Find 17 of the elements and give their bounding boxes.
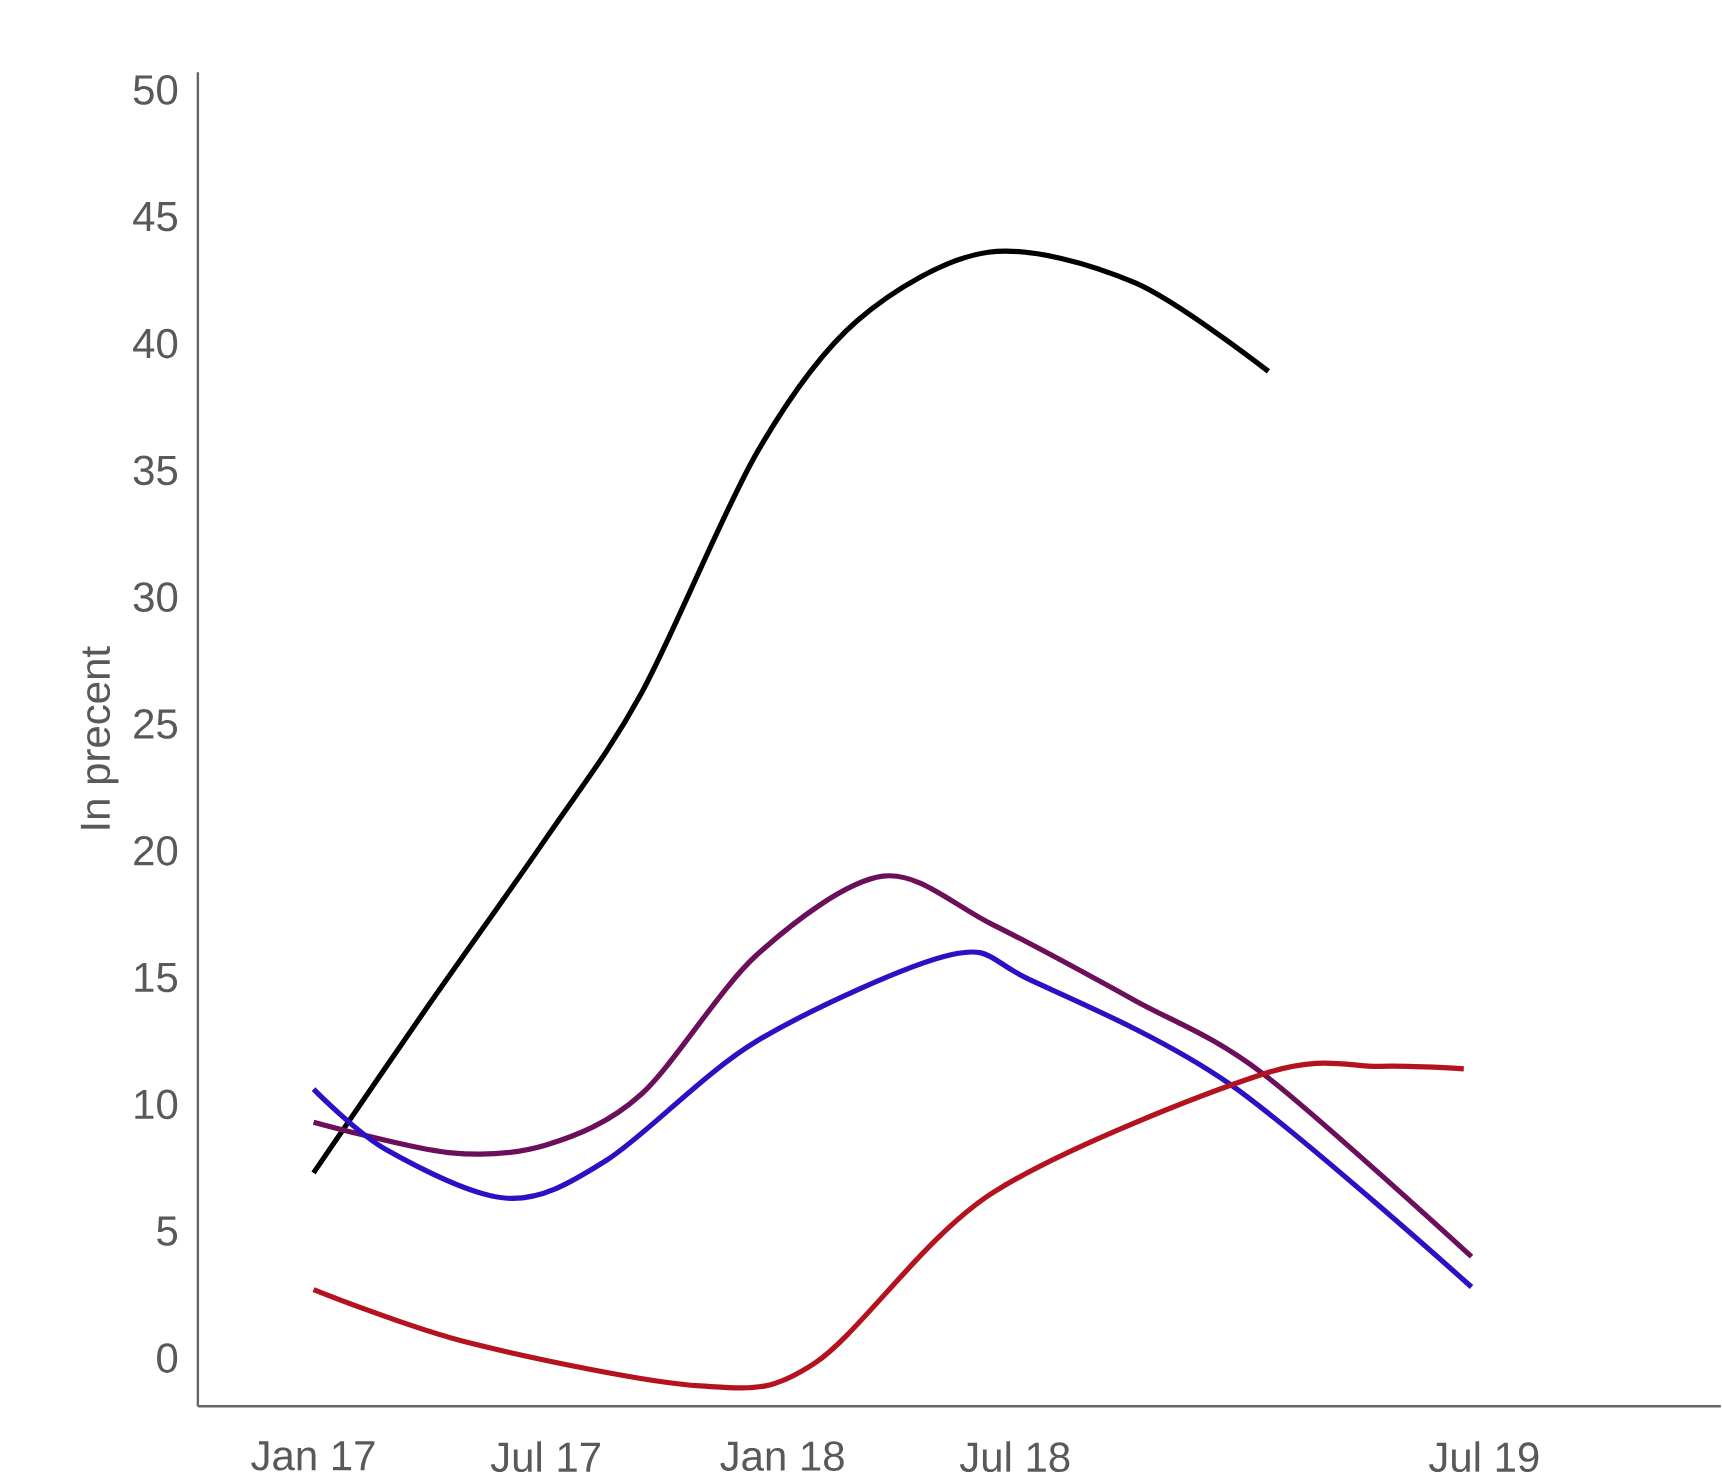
y-tick-label: 30 bbox=[133, 582, 178, 613]
x-tick-label: Jul 18 bbox=[959, 1441, 1070, 1473]
y-tick-label: 20 bbox=[134, 836, 178, 866]
x-tick-label: Jan 17 bbox=[251, 1441, 375, 1471]
y-tick-label: 5 bbox=[157, 1216, 178, 1246]
y-axis-title: In precent bbox=[80, 646, 119, 829]
x-tick-label: Jul 17 bbox=[490, 1441, 600, 1473]
y-tick-label: 0 bbox=[157, 1343, 178, 1374]
y-tick-label: 40 bbox=[133, 328, 178, 359]
x-tick-label: Jan 18 bbox=[720, 1441, 844, 1472]
y-tick-label: 15 bbox=[135, 963, 178, 993]
y-tick-label: 50 bbox=[133, 75, 178, 105]
y-tick-label: 35 bbox=[133, 455, 178, 486]
x-tick-label: Jul 19 bbox=[1429, 1441, 1539, 1473]
y-tick-label: 10 bbox=[135, 1089, 178, 1120]
y-tick-label: 25 bbox=[134, 709, 178, 739]
y-tick-label: 45 bbox=[133, 202, 178, 232]
